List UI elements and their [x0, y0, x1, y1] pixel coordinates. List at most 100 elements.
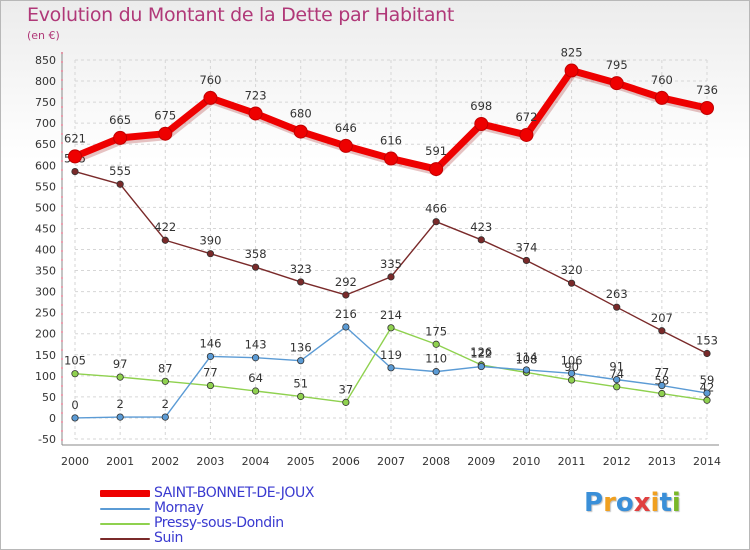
series-point [522, 366, 531, 374]
data-label: 90 [564, 360, 579, 374]
x-tick-label: 2013 [648, 455, 676, 468]
logo-letter: t [659, 488, 672, 518]
series-point [613, 383, 621, 391]
chart-title: Evolution du Montant de la Dette par Hab… [27, 4, 455, 26]
y-tick-label: 300 [35, 286, 56, 299]
logo-letter: P [584, 488, 604, 518]
data-label: 91 [609, 360, 624, 374]
x-tick-label: 2010 [512, 455, 540, 468]
series-point [703, 389, 711, 397]
data-label: 74 [609, 367, 624, 381]
data-label: 77 [203, 366, 218, 380]
data-label: 114 [515, 350, 537, 364]
data-label: 760 [651, 73, 673, 87]
y-tick-label: 550 [35, 180, 56, 193]
series-point [609, 76, 624, 91]
logo-letter: x [633, 488, 651, 518]
series-point [113, 130, 128, 145]
x-tick-label: 2006 [332, 455, 360, 468]
data-label: 2 [162, 397, 169, 411]
series-point [474, 117, 489, 132]
y-tick-label: 250 [35, 307, 56, 320]
series-point [703, 349, 711, 358]
data-label: 105 [64, 354, 86, 368]
data-label: 665 [109, 113, 131, 127]
series-point [342, 323, 350, 331]
data-label: 672 [515, 110, 537, 124]
logo-letter: i [650, 488, 660, 518]
data-label: 64 [248, 371, 263, 385]
series-point [161, 236, 169, 244]
series-point [251, 354, 260, 362]
y-tick-label: 600 [35, 159, 56, 172]
series-point [519, 127, 534, 142]
series-point [342, 398, 350, 406]
y-tick-label: 700 [35, 117, 56, 130]
data-label: 795 [606, 58, 628, 72]
x-tick-label: 2000 [61, 455, 89, 468]
data-label: 51 [293, 376, 308, 390]
x-tick-label: 2007 [377, 455, 405, 468]
data-label: 153 [696, 334, 718, 348]
data-label: 146 [199, 336, 221, 350]
x-tick-label: 2003 [196, 455, 224, 468]
series-point [567, 376, 576, 384]
data-label: 122 [470, 347, 492, 361]
data-label: 119 [380, 348, 402, 362]
series-point [387, 364, 395, 372]
data-label: 108 [515, 352, 537, 366]
series-point [384, 151, 398, 166]
data-label: 680 [290, 107, 312, 121]
series-point [251, 387, 260, 395]
series-point [206, 352, 215, 361]
data-label: 335 [380, 257, 402, 271]
series-point [71, 414, 79, 422]
legend-label: Suin [154, 530, 183, 546]
x-tick-label: 2014 [693, 455, 721, 468]
series-point [700, 101, 714, 116]
y-tick-label: 100 [35, 370, 56, 383]
logo-letter: o [615, 488, 634, 518]
data-label: 358 [245, 247, 267, 261]
data-label: 58 [655, 374, 670, 388]
y-tick-label: 750 [35, 96, 56, 109]
data-label: 143 [245, 338, 267, 352]
data-label: 106 [561, 353, 583, 367]
data-label: 214 [380, 308, 402, 322]
series-point [251, 263, 260, 271]
legend-swatch [100, 538, 150, 540]
data-label: 126 [470, 345, 492, 359]
series-point [116, 180, 124, 188]
series-point [567, 279, 576, 287]
legend-swatch [100, 523, 150, 525]
y-tick-label: 650 [35, 138, 56, 151]
legend-swatch [100, 490, 150, 497]
legend-label: Pressy-sous-Dondin [154, 515, 284, 531]
legend-label: SAINT-BONNET-DE-JOUX [154, 485, 315, 501]
series-point [387, 324, 395, 332]
series-point [658, 327, 666, 335]
data-label: 207 [651, 311, 673, 325]
data-label: 136 [290, 341, 312, 355]
series-point [613, 303, 621, 311]
x-tick-label: 2004 [242, 455, 270, 468]
series-point [522, 256, 531, 265]
series-point [68, 149, 82, 164]
series-point [477, 236, 485, 244]
series-point [116, 413, 124, 421]
y-tick-label: 150 [35, 349, 56, 362]
data-label: 374 [515, 240, 537, 254]
y-tick-label: 400 [35, 244, 56, 257]
series-point [203, 90, 218, 105]
series-point [161, 413, 169, 421]
data-label: 216 [335, 307, 357, 321]
series-point [613, 376, 621, 384]
legend-label: Mornay [154, 500, 204, 516]
x-tick-label: 2005 [287, 455, 315, 468]
series-point [564, 63, 579, 78]
y-tick-label: 0 [49, 412, 56, 425]
series-point [342, 291, 350, 299]
x-tick-label: 2008 [422, 455, 450, 468]
